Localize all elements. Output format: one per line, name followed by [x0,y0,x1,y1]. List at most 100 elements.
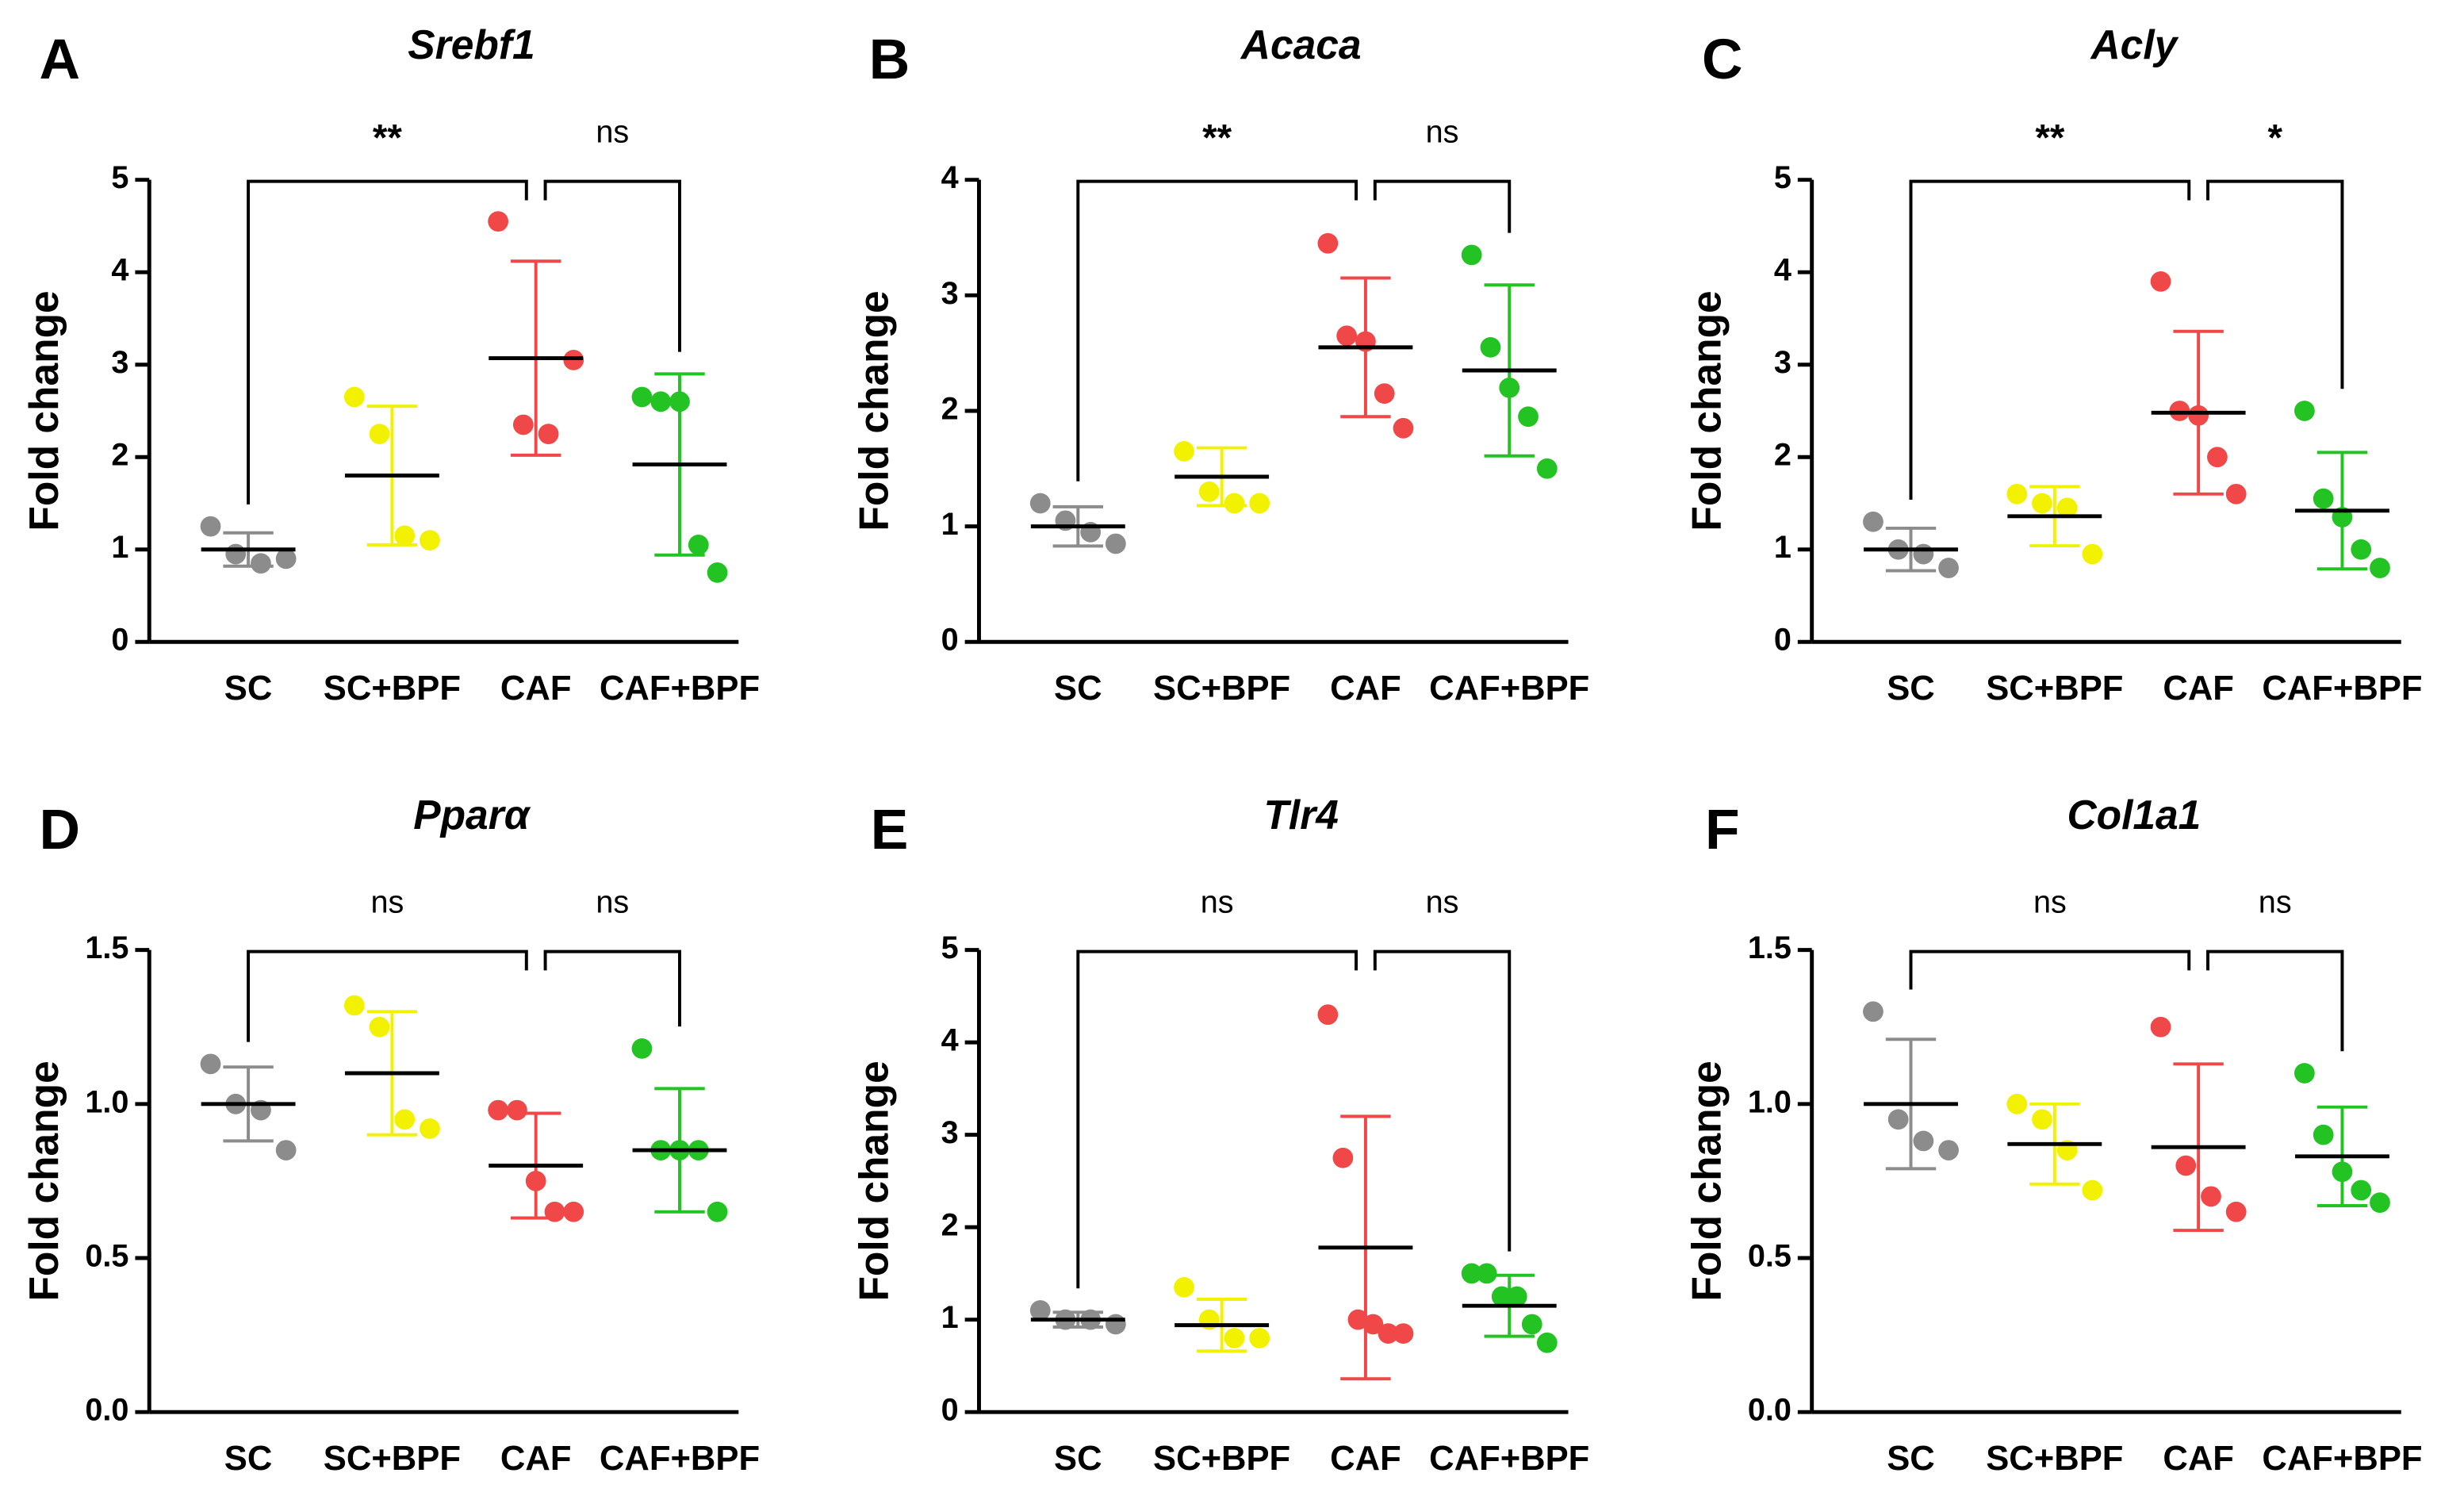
data-point [525,1171,546,1191]
data-point [2150,1016,2171,1038]
data-point [1938,1140,1959,1160]
data-point [512,414,534,435]
y-axis-label: Fold change [1683,290,1729,531]
data-point [369,1016,390,1038]
data-point [631,1038,653,1059]
data-point [2351,539,2372,560]
y-tick-label: 5 [1774,160,1791,195]
data-point [343,386,365,408]
significance-label: ns [596,885,629,920]
significance-label: ns [1426,115,1459,150]
x-tick-label: CAF [1330,1440,1401,1478]
data-point [1461,244,1482,266]
data-point [2370,1192,2390,1213]
x-tick-label: CAF+BPF [600,1440,760,1478]
panel: E Tlr4 Fold change 0 1 2 3 4 5 SC SC+BPF CAF CAF+BPF… [850,792,1589,1478]
significance-label: ns [371,885,404,920]
y-tick-label: 0 [941,1393,959,1428]
data-point [1518,406,1539,428]
x-tick-label: CAF+BPF [2262,1440,2422,1478]
data-point [507,1099,527,1121]
y-tick-label: 4 [941,160,959,195]
panel-title: Tlr4 [1263,792,1338,838]
y-tick-label: 1.5 [1748,930,1791,965]
significance-label: ns [1426,885,1459,920]
data-point [2056,497,2078,519]
data-point [2313,1124,2334,1145]
comparison-bracket [543,949,681,1027]
x-tick-label: CAF [1330,669,1401,708]
x-tick-label: SC [1887,1440,1935,1478]
data-point [1913,543,1934,565]
x-tick-label: CAF+BPF [2262,669,2422,708]
y-tick-label: 3 [941,276,959,311]
data-point [1913,1130,1934,1152]
y-axis-label: Fold change [1683,1061,1729,1301]
y-tick-label: 3 [1774,345,1791,380]
y-axis-label: Fold change [21,290,67,531]
data-point [538,424,559,444]
comparison-bracket [247,949,528,1042]
panel: B Acaca Fold change 0 1 2 3 4 SC SC+BPF CAF CAF+BPF… [850,21,1589,708]
x-tick-label: CAF [500,1440,572,1478]
data-point [1317,1004,1339,1026]
data-point [1536,1332,1558,1353]
data-point [1174,441,1194,462]
y-tick-label: 2 [111,438,128,473]
y-tick-label: 3 [941,1115,959,1150]
y-tick-label: 1 [941,507,959,542]
data-point [650,391,672,412]
data-point [1224,1328,1245,1348]
y-tick-label: 5 [111,160,128,195]
panel-title: Col1a1 [2067,792,2201,838]
comparison-bracket [2206,949,2344,1052]
data-point [707,562,728,583]
comparison-bracket [2206,179,2344,389]
x-tick-label: SC+BPF [1986,1440,2123,1478]
y-tick-label: 2 [1774,438,1791,473]
panel-label: E [871,798,909,861]
significance-label: ns [2259,885,2292,920]
y-tick-label: 1.5 [85,930,128,965]
data-point [1378,1323,1399,1344]
y-tick-label: 1.0 [85,1084,128,1119]
data-point [2032,1109,2052,1130]
data-point [1499,377,1520,398]
x-tick-label: SC [1054,669,1102,708]
significance-label: ** [1202,117,1232,159]
data-point [394,525,416,547]
x-tick-label: CAF+BPF [1429,1440,1589,1478]
panel-title: Acaca [1240,21,1362,67]
x-tick-label: SC [224,669,273,708]
y-axis-label: Fold change [850,1061,896,1301]
data-point [1480,336,1501,358]
data-point [225,543,247,565]
comparison-bracket [1373,949,1512,1252]
significance-label: ** [373,117,403,159]
data-point [1174,1277,1194,1298]
data-point [200,1053,221,1075]
data-point [2207,447,2228,468]
comparison-bracket [1909,949,2191,990]
comparison-bracket [1076,949,1358,1289]
data-point [2225,483,2247,504]
x-tick-label: CAF+BPF [600,669,760,708]
data-point [1362,1314,1384,1335]
panel-label: C [1702,28,1743,91]
comparison-bracket [1076,179,1358,481]
panel: F Col1a1 Fold change 0.0 0.5 1.0 1.5 SC SC+BPF CA… [1683,792,2422,1478]
data-point [1506,1286,1527,1307]
y-tick-label: 0 [941,623,959,658]
data-point [1029,493,1051,514]
data-point [2150,270,2171,292]
x-tick-label: CAF [2163,1440,2234,1478]
data-point [2313,488,2334,509]
x-tick-label: SC+BPF [1986,669,2123,708]
data-point [275,1140,297,1160]
data-point [1249,1328,1270,1348]
panel: D Pparα Fold change 0.0 0.5 1.0 1.5 SC SC+BPF CAF… [21,792,760,1478]
data-point [2082,1180,2103,1201]
comparison-bracket [1373,179,1512,233]
y-tick-label: 4 [1774,253,1791,288]
data-point [394,1109,416,1130]
